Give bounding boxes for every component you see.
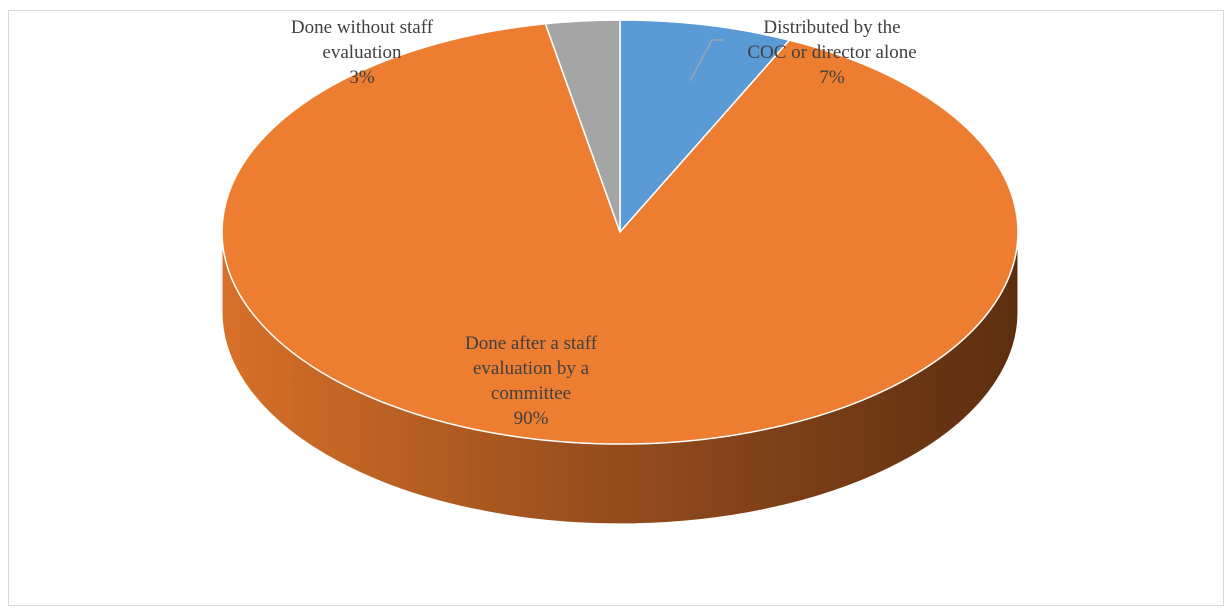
- slice-label-2: Done after a staff evaluation by a committ…: [465, 333, 598, 429]
- slice-name-line: Distributed by the: [763, 17, 900, 38]
- leader-lines: [560, 39, 724, 83]
- data-labels: Distributed by the COC or director alone 7…: [291, 17, 917, 429]
- slice-percent-2: 90%: [514, 408, 549, 429]
- slice-label-1: Distributed by the COC or director alone 7…: [747, 17, 916, 88]
- slice-name-line: COC or director alone: [747, 42, 916, 63]
- pie-slice-1: [619, 19, 791, 234]
- slice-name-line: Done without staff: [291, 17, 434, 38]
- slice-name-line: evaluation: [322, 42, 402, 63]
- leader-line-1: [689, 39, 724, 82]
- slice-name-line: evaluation by a: [473, 358, 590, 379]
- slice-name-line: Done after a staff: [465, 333, 598, 354]
- pie-slice-3: [544, 19, 621, 233]
- slice-percent-1: 7%: [819, 67, 845, 88]
- slice-label-3: Done without staff evaluation 3%: [291, 17, 434, 88]
- slice-percent-3: 3%: [349, 67, 375, 88]
- pie-top-layer: [221, 19, 1019, 445]
- leader-line-3: [560, 41, 593, 83]
- pie-slice-2: [221, 22, 1019, 445]
- slice-name-line: committee: [491, 383, 571, 404]
